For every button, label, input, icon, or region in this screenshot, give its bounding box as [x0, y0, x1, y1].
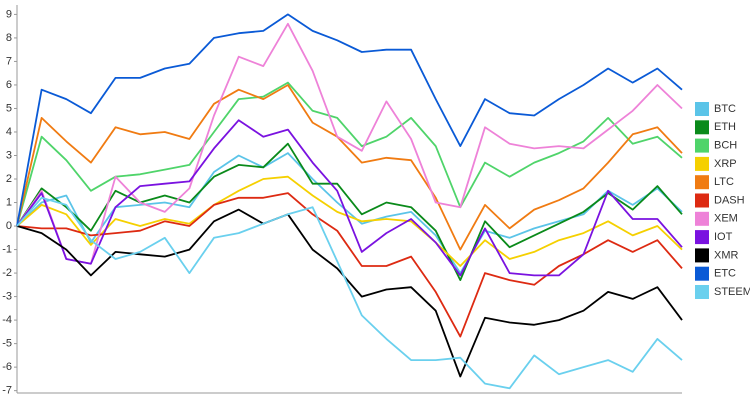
legend-label: IOT — [714, 231, 733, 243]
y-tick-label: -6 — [2, 361, 12, 373]
y-tick-label: 1 — [6, 196, 12, 208]
series-line — [16, 192, 683, 338]
legend-swatch — [695, 102, 709, 116]
y-tick-label: 2 — [6, 173, 12, 185]
y-tick-label: 9 — [6, 8, 12, 20]
series-line — [16, 119, 683, 277]
legend-swatch — [695, 193, 709, 208]
legend-label: BTC — [714, 103, 736, 115]
legend-swatch — [695, 138, 709, 153]
y-tick-label: 4 — [6, 126, 12, 138]
series-line — [16, 81, 683, 227]
y-tick-label: -1 — [2, 243, 12, 255]
legend-label: LTC — [714, 176, 734, 188]
y-tick-label: -4 — [2, 314, 12, 326]
legend-label: DASH — [714, 194, 745, 206]
legend-swatch — [695, 120, 709, 135]
legend-label: XEM — [714, 213, 738, 225]
series-line — [16, 22, 683, 265]
legend-label: ETC — [714, 268, 736, 280]
legend-swatch — [695, 285, 709, 299]
series-line — [16, 175, 683, 267]
y-tick-label: -2 — [2, 267, 12, 279]
series-line — [16, 196, 683, 390]
series-line — [16, 208, 683, 378]
legend-label: BCH — [714, 140, 737, 152]
series-line — [16, 84, 683, 251]
y-tick-label: -7 — [2, 385, 12, 397]
y-tick-label: 0 — [6, 220, 12, 232]
y-tick-label: -3 — [2, 290, 12, 302]
series-line — [16, 142, 683, 281]
y-tick-label: 6 — [6, 79, 12, 91]
legend-swatch — [695, 175, 709, 190]
legend-label: XRP — [714, 158, 737, 170]
y-tick-label: 8 — [6, 32, 12, 44]
legend-swatch — [695, 156, 709, 171]
legend-swatch — [695, 266, 709, 281]
legend-swatch — [695, 248, 709, 263]
y-tick-label: 7 — [6, 55, 12, 67]
legend-label: STEEM — [714, 286, 750, 298]
legend-label: XMR — [714, 249, 739, 261]
legend-swatch — [695, 211, 709, 226]
series-line — [16, 13, 683, 227]
y-tick-label: 3 — [6, 149, 12, 161]
legend-swatch — [695, 230, 709, 245]
legend-label: ETH — [714, 121, 736, 133]
y-tick-label: 5 — [6, 102, 12, 114]
y-tick-label: -5 — [2, 338, 12, 350]
